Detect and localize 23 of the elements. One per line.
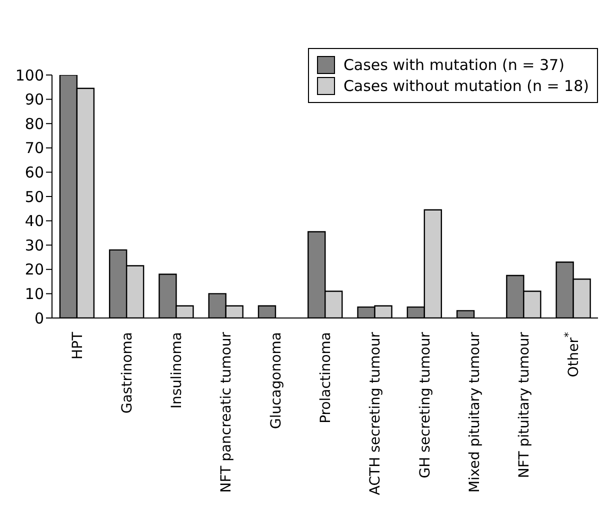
x-tick-label: Gastrinoma	[119, 332, 136, 414]
x-tick-label: Prolactinoma	[318, 332, 334, 424]
x-tick-label: NFT pituitary tumour	[516, 332, 533, 478]
legend-label: Cases with mutation (n = 37)	[343, 56, 564, 74]
y-tick-label: 30	[24, 236, 44, 254]
y-tick-label: 10	[24, 285, 44, 304]
x-tick-label: NFT pancreatic tumour	[218, 332, 235, 493]
y-tick-label: 80	[24, 114, 44, 133]
y-tick-label: 70	[24, 139, 44, 158]
y-tick-label: 100	[15, 66, 44, 84]
y-tick-label: 40	[24, 212, 44, 230]
x-tick-label: Insulinoma	[169, 332, 186, 409]
x-tick-label: Mixed pituitary tumour	[466, 332, 483, 493]
x-tick-label: HPT	[70, 332, 86, 360]
y-tick-label: 60	[24, 164, 44, 182]
y-tick-label: 50	[24, 188, 44, 206]
y-tick-label: 20	[24, 260, 44, 279]
x-tick-label: Glucagonoma	[268, 332, 284, 429]
x-tick-label: ACTH secreting tumour	[368, 332, 384, 496]
y-tick-label: 90	[24, 90, 44, 109]
legend-label: Cases without mutation (n = 18)	[343, 77, 589, 95]
x-tick-label: GH secreting tumour	[417, 332, 434, 478]
y-tick-label: 0	[34, 309, 44, 328]
